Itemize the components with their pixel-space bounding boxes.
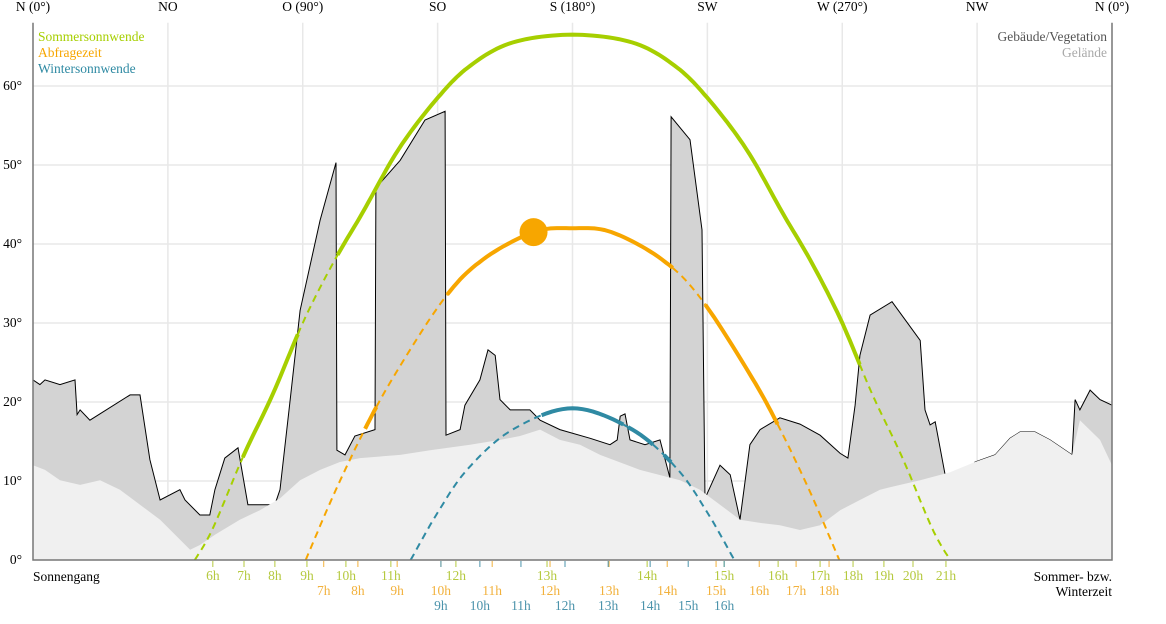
y-tick-label: 10°	[3, 473, 22, 488]
compass-label: NW	[966, 0, 989, 14]
sun-path-visible	[240, 333, 300, 459]
y-tick-label: 0°	[10, 552, 22, 567]
hour-label: 13h	[598, 598, 619, 613]
timezone-label-2: Winterzeit	[1056, 584, 1113, 599]
plot-frame	[32, 22, 1113, 561]
hour-label: 8h	[268, 568, 282, 583]
hour-label: 14h	[657, 583, 678, 598]
sun-path-obstructed	[296, 254, 339, 335]
sun-path-visible	[445, 226, 674, 296]
hour-label: 15h	[706, 583, 727, 598]
compass-label: SW	[697, 0, 718, 14]
sun-path-obstructed	[375, 293, 448, 408]
sun-path-visible	[363, 405, 379, 430]
hour-label: 6h	[206, 568, 220, 583]
sun-path-obstructed	[409, 414, 542, 561]
hour-label: 14h	[637, 568, 658, 583]
sun-path-obstructed	[652, 443, 665, 456]
compass-label: O (90°)	[282, 0, 323, 14]
hour-label: 12h	[446, 568, 467, 583]
hour-label: 14h	[640, 598, 661, 613]
hour-label: 15h	[678, 598, 699, 613]
legend-entry: Gebäude/Vegetation	[998, 29, 1108, 44]
y-tick-label: 20°	[3, 394, 22, 409]
hour-label: 16h	[749, 583, 770, 598]
hour-label: 8h	[351, 583, 365, 598]
hour-label: 21h	[936, 568, 957, 583]
compass-label: N (0°)	[1095, 0, 1129, 14]
hour-label: 10h	[470, 598, 491, 613]
bottom-left-label: Sonnengang	[33, 569, 100, 584]
timezone-label-1: Sommer- bzw.	[1034, 569, 1112, 584]
hour-label: 12h	[540, 583, 561, 598]
compass-label: SO	[429, 0, 447, 14]
legend-entry: Wintersonnwende	[38, 61, 136, 76]
axis-labels: 6h 7h 8h 9h 10h 11h 12h 13h 14h 15h 16h 17h 18h 19h 20…	[3, 0, 1129, 613]
buildings-vegetation-area	[32, 110, 1113, 561]
sun-path-visible	[703, 303, 780, 426]
legend-entry: Abfragezeit	[38, 45, 102, 60]
obstacle-horizon	[32, 110, 1113, 561]
hour-label: 19h	[874, 568, 895, 583]
hour-label: 10h	[431, 583, 452, 598]
hour-label: 16h	[714, 598, 735, 613]
hour-label: 18h	[843, 568, 864, 583]
sun-path-obstructed	[672, 267, 707, 306]
legend: SommersonnwendeAbfragezeitWintersonnwend…	[38, 29, 1107, 76]
hour-label: 9h	[300, 568, 314, 583]
terrain-area	[33, 420, 1112, 560]
hour-label: 16h	[768, 568, 789, 583]
hour-label: 9h	[390, 583, 404, 598]
sun-path-obstructed	[304, 428, 366, 561]
current-sun-marker	[519, 218, 548, 247]
hour-label: 17h	[810, 568, 831, 583]
hour-label: 13h	[537, 568, 558, 583]
hour-label: 15h	[714, 568, 735, 583]
sun-path-obstructed	[193, 456, 244, 561]
compass-label: N (0°)	[16, 0, 50, 14]
y-tick-label: 50°	[3, 157, 22, 172]
hour-label: 7h	[317, 583, 331, 598]
compass-label: NO	[158, 0, 178, 14]
plot-axes	[32, 22, 1113, 561]
sun-path-obstructed	[670, 461, 736, 561]
hour-label: 11h	[381, 568, 401, 583]
sun-curves	[193, 32, 951, 561]
hour-label: 11h	[482, 583, 502, 598]
hour-label: 10h	[336, 568, 357, 583]
y-tick-label: 40°	[3, 236, 22, 251]
y-tick-label: 60°	[3, 78, 22, 93]
sun-path-visible	[627, 425, 655, 447]
hour-label: 13h	[599, 583, 620, 598]
compass-label: W (270°)	[817, 0, 868, 14]
y-tick-label: 30°	[3, 315, 22, 330]
legend-entry: Gelände	[1062, 45, 1107, 60]
compass-label: S (180°)	[550, 0, 596, 14]
sun-path-obstructed	[622, 423, 629, 428]
hour-label: 18h	[819, 583, 840, 598]
sun-path-visible	[540, 406, 625, 427]
hour-label: 20h	[903, 568, 924, 583]
sun-path-obstructed	[858, 364, 951, 561]
hour-label: 7h	[237, 568, 251, 583]
hour-label: 12h	[555, 598, 576, 613]
hour-label: 9h	[434, 598, 448, 613]
sun-path-visible	[662, 453, 673, 464]
sun-path-obstructed	[776, 423, 841, 561]
hour-label: 11h	[511, 598, 531, 613]
sun-path-visible	[335, 32, 862, 366]
legend-entry: Sommersonnwende	[38, 29, 144, 44]
hour-label: 17h	[786, 583, 807, 598]
